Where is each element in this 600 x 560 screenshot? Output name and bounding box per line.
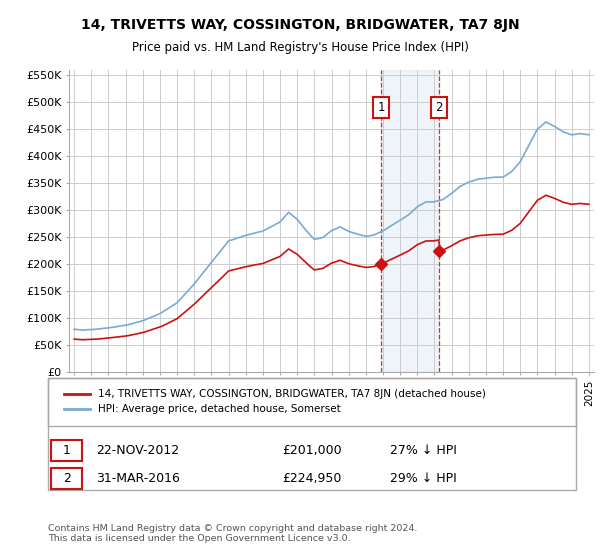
Text: 2: 2 <box>62 472 71 486</box>
Text: 29% ↓ HPI: 29% ↓ HPI <box>390 472 457 486</box>
Text: 1: 1 <box>377 101 385 114</box>
Text: 14, TRIVETTS WAY, COSSINGTON, BRIDGWATER, TA7 8JN: 14, TRIVETTS WAY, COSSINGTON, BRIDGWATER… <box>80 18 520 32</box>
Text: 22-NOV-2012: 22-NOV-2012 <box>96 444 179 458</box>
Text: Price paid vs. HM Land Registry's House Price Index (HPI): Price paid vs. HM Land Registry's House … <box>131 41 469 54</box>
Text: £224,950: £224,950 <box>282 472 341 486</box>
Text: 1: 1 <box>62 444 71 458</box>
Text: 31-MAR-2016: 31-MAR-2016 <box>96 472 180 486</box>
Text: Contains HM Land Registry data © Crown copyright and database right 2024.
This d: Contains HM Land Registry data © Crown c… <box>48 524 418 543</box>
Bar <box>381 70 439 372</box>
Text: 27% ↓ HPI: 27% ↓ HPI <box>390 444 457 458</box>
Legend: 14, TRIVETTS WAY, COSSINGTON, BRIDGWATER, TA7 8JN (detached house), HPI: Average: 14, TRIVETTS WAY, COSSINGTON, BRIDGWATER… <box>58 384 491 419</box>
Text: £201,000: £201,000 <box>282 444 341 458</box>
Text: 2: 2 <box>435 101 442 114</box>
